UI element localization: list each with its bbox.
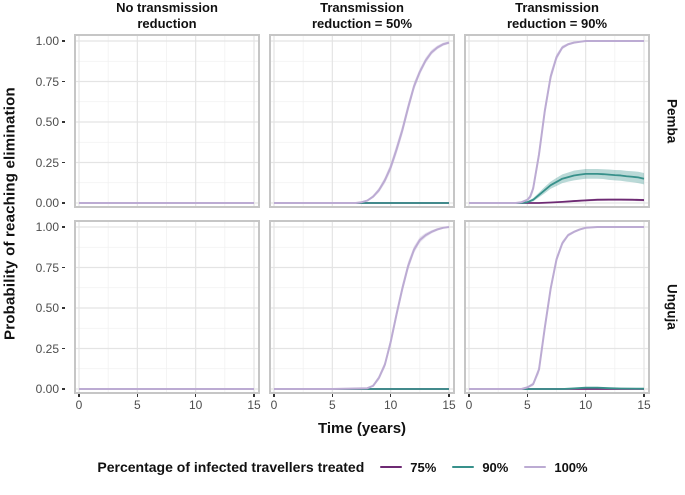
facet-panel-unguja-90 — [464, 220, 650, 394]
y-tick-mark — [62, 202, 65, 204]
y-tick-label: 0.50 — [35, 115, 59, 129]
x-tick-label: 10 — [188, 398, 203, 412]
legend-line-swatch-75 — [380, 465, 403, 469]
y-tick-mark — [62, 121, 65, 123]
y-tick-mark — [62, 388, 65, 390]
y-tick-label: 0.25 — [35, 155, 59, 170]
x-tick-label: 0 — [75, 398, 83, 412]
x-tick-mark — [331, 394, 334, 397]
x-tick-mark — [448, 394, 450, 397]
facet-panel-pemba-50 — [269, 34, 455, 208]
y-tick-label: 0.50 — [35, 301, 59, 315]
y-tick-label: 0.00 — [35, 382, 59, 396]
legend-label-75: 75% — [410, 459, 437, 475]
x-tick-mark — [78, 394, 80, 397]
y-axis-title: Probability of reaching elimination — [1, 87, 19, 341]
x-tick-label: 0 — [465, 398, 473, 412]
y-tick-label: 0.25 — [35, 341, 59, 356]
x-tick-label: 5 — [523, 398, 531, 412]
x-axis-tick-labels-col2: 0 5 10 15 — [269, 394, 456, 416]
x-tick-label: 10 — [383, 398, 398, 412]
x-tick-mark — [643, 394, 645, 397]
legend-line-swatch-100 — [524, 465, 547, 469]
facet-col-label-50: Transmission reduction = 50% — [311, 0, 413, 31]
x-tick-label: 15 — [637, 398, 651, 412]
y-tick-mark — [62, 161, 65, 164]
y-tick-mark — [62, 347, 65, 350]
facet-col-label-90: Transmission reduction = 90% — [506, 0, 608, 31]
x-tick-label: 5 — [328, 398, 336, 412]
facet-panel-pemba-none — [74, 34, 260, 208]
facet-panel-unguja-50 — [269, 220, 455, 394]
x-axis-tick-labels-col1: 0 5 10 15 — [74, 394, 261, 416]
y-tick-mark — [62, 40, 65, 42]
x-axis-title: Time (years) — [317, 420, 407, 437]
y-tick-mark — [62, 80, 65, 83]
y-tick-label: 1.00 — [35, 220, 59, 234]
x-tick-label: 15 — [442, 398, 456, 412]
x-tick-label: 15 — [247, 398, 261, 412]
x-tick-mark — [584, 394, 587, 397]
y-axis-tick-labels-top: 1.00 0.75 0.50 0.25 0.00 — [29, 34, 65, 210]
y-tick-label: 0.75 — [35, 260, 59, 275]
facet-row-label-pemba: Pemba — [664, 98, 680, 144]
x-tick-mark — [526, 394, 529, 397]
x-tick-mark — [273, 394, 275, 397]
legend-entry-100: 100% — [524, 459, 588, 475]
facet-grid: No transmission reduction Transmission r… — [1, 0, 680, 437]
legend-label-100: 100% — [554, 459, 588, 475]
y-tick-label: 1.00 — [35, 34, 59, 48]
x-tick-label: 0 — [270, 398, 278, 412]
x-tick-mark — [136, 394, 139, 397]
x-tick-mark — [194, 394, 197, 397]
x-tick-mark — [253, 394, 255, 397]
legend-entry-75: 75% — [380, 460, 436, 475]
y-tick-label: 0.75 — [35, 74, 59, 89]
legend-line-swatch-90 — [452, 465, 475, 469]
y-axis-tick-labels-bottom: 1.00 0.75 0.50 0.25 0.00 — [29, 220, 65, 396]
facet-panel-unguja-none — [74, 220, 260, 394]
x-tick-mark — [468, 394, 470, 397]
facet-row-label-unguja: Unguja — [664, 284, 680, 330]
legend-entry-90: 90% — [452, 460, 508, 475]
facet-col-label-no-reduction: No transmission reduction — [116, 0, 218, 31]
legend-label-90: 90% — [482, 459, 509, 475]
y-tick-label: 0.00 — [35, 196, 59, 210]
facet-panel-pemba-90 — [464, 34, 650, 208]
y-tick-mark — [62, 226, 65, 228]
x-tick-label: 10 — [578, 398, 593, 412]
x-tick-mark — [389, 394, 392, 397]
y-tick-mark — [62, 266, 65, 269]
x-axis-tick-labels-col3: 0 5 10 15 — [464, 394, 651, 416]
legend-title: Percentage of infected travellers treate… — [97, 459, 365, 475]
y-tick-mark — [62, 307, 65, 309]
legend: Percentage of infected travellers treate… — [0, 459, 685, 475]
x-tick-label: 5 — [133, 398, 141, 412]
